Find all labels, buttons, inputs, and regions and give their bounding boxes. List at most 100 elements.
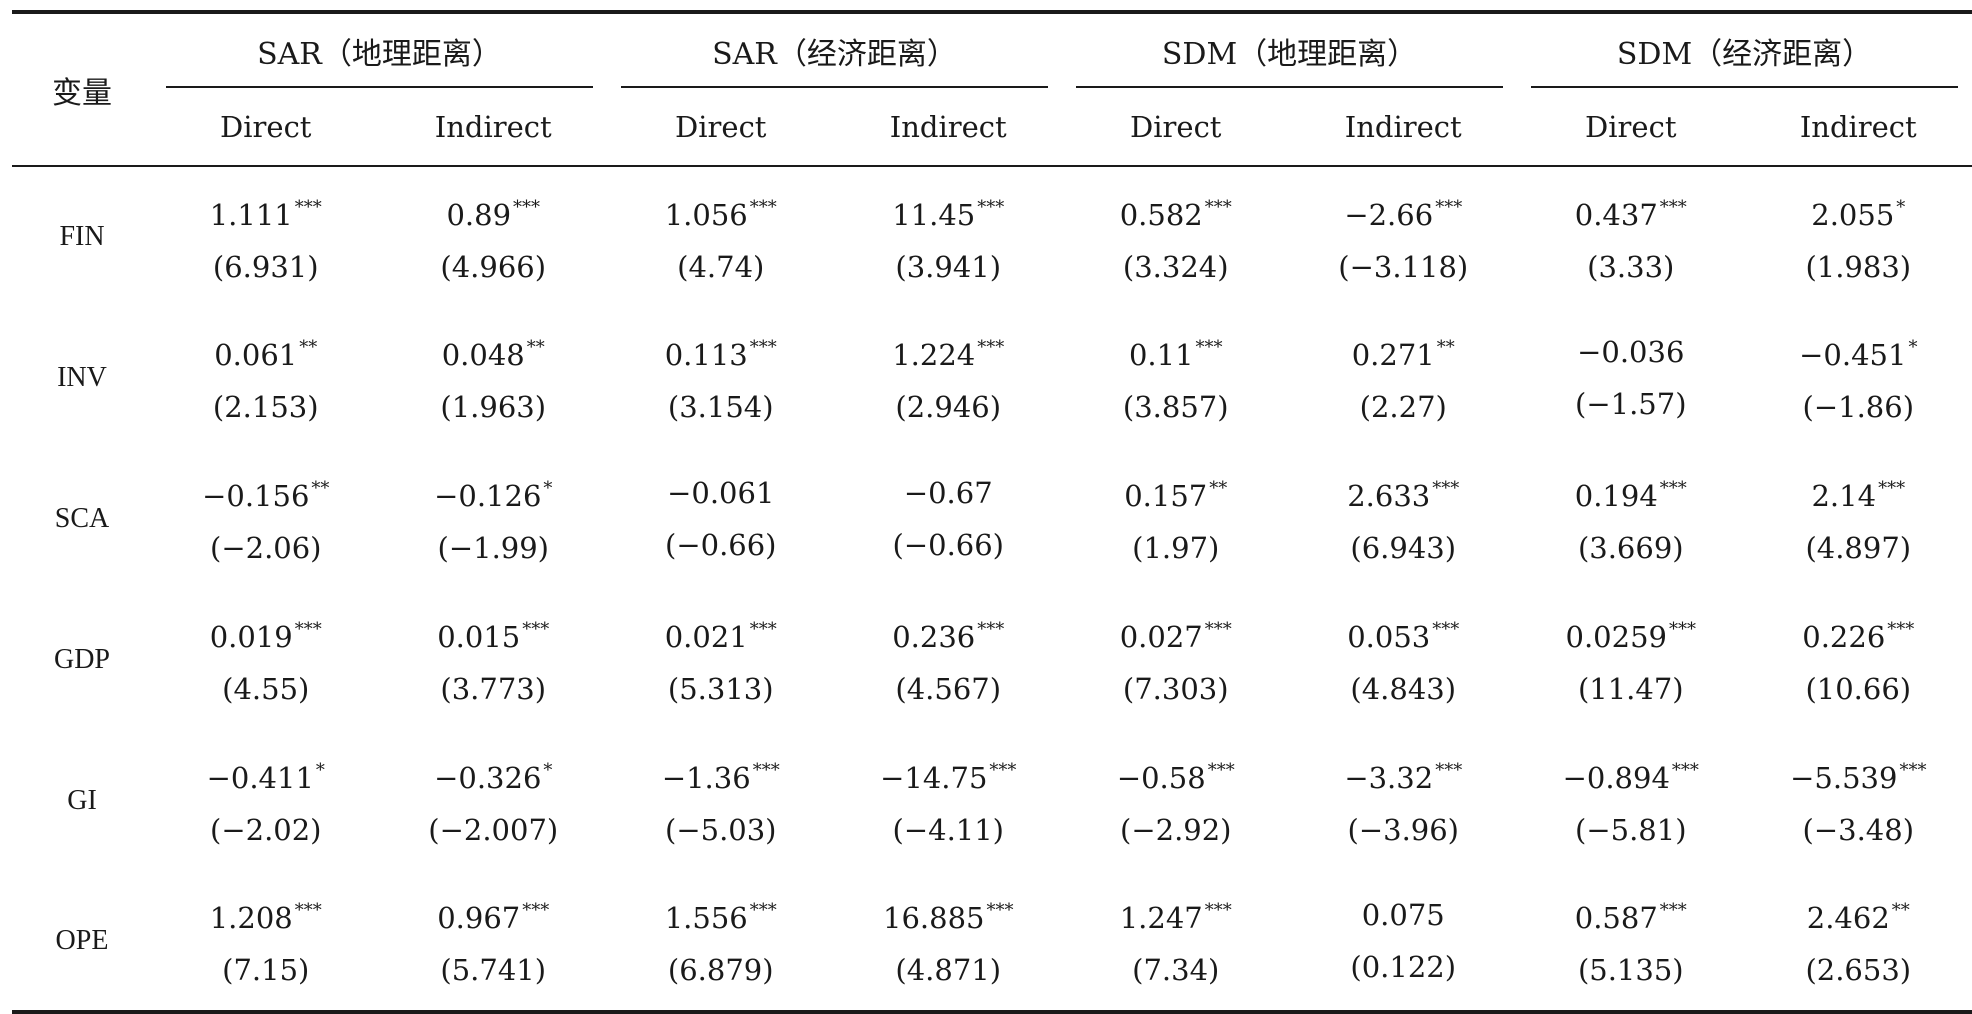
t-statistic: (−2.02): [210, 813, 322, 847]
significance-stars: ***: [1195, 337, 1223, 358]
significance-stars: ***: [752, 760, 780, 781]
coefficient: 0.587 ***: [1517, 885, 1745, 944]
significance-stars: ***: [1204, 619, 1232, 640]
coefficient-value: −0.156: [202, 479, 310, 513]
estimate-cell: 0.967 *** (5.741): [380, 871, 608, 1012]
significance-stars: ***: [977, 619, 1005, 640]
table-row: SCA −0.156 ** (−2.06) −0.126 * (−1.99) −0.061 (−…: [12, 448, 1972, 589]
t-statistic: (6.931): [212, 249, 319, 284]
significance-stars: ***: [522, 619, 550, 640]
t-statistic: (4.897): [1805, 531, 1912, 565]
variable-name: GDP: [53, 643, 110, 675]
significance-stars: *: [1908, 337, 1918, 358]
significance-stars: *: [1896, 196, 1906, 218]
significance-stars: ***: [294, 196, 322, 218]
coefficient-value: 0.053: [1347, 620, 1431, 654]
t-statistic: (4.74): [677, 249, 765, 284]
significance-stars: ***: [1432, 619, 1460, 640]
effect-header: Indirect: [889, 109, 1007, 144]
t-statistic: (3.324): [1122, 249, 1229, 284]
t-statistic: (5.135): [1577, 953, 1684, 987]
coefficient-value: −0.411: [206, 761, 314, 795]
t-statistic: (−1.57): [1575, 386, 1687, 421]
coefficient-value: 0.113: [664, 338, 748, 372]
estimate-cell: 0.021 *** (5.313): [607, 589, 835, 730]
coefficient: 0.019 ***: [152, 604, 380, 663]
significance-stars: **: [1436, 337, 1455, 358]
coefficient: −0.411 *: [152, 745, 380, 804]
estimate-cell: 1.224 *** (2.946): [835, 307, 1063, 448]
estimate-cell: −14.75 *** (−4.11): [835, 730, 1063, 871]
estimate-cell: 0.11 *** (3.857): [1062, 307, 1290, 448]
coefficient: 1.208 ***: [152, 885, 380, 944]
coefficient: −0.451 *: [1745, 322, 1972, 381]
coefficient: 0.048 **: [380, 322, 608, 381]
t-statistic: (0.122): [1350, 949, 1457, 984]
coefficient: −0.126 *: [380, 463, 608, 522]
coefficient-value: 16.885: [883, 901, 985, 935]
estimate-cell: 1.208 *** (7.15): [152, 871, 380, 1012]
estimate-cell: 0.89 *** (4.966): [380, 166, 608, 307]
estimate-cell: −3.32 *** (−3.96): [1290, 730, 1518, 871]
coefficient-value: −0.451: [1799, 338, 1907, 372]
table-body: FIN 1.111 *** (6.931) 0.89 *** (4.966) 1.056 ***…: [12, 166, 1972, 1012]
t-statistic: (3.669): [1577, 531, 1684, 565]
t-statistic: (−3.96): [1347, 813, 1460, 847]
group-header-label: SDM（地理距离）: [1161, 37, 1418, 72]
t-statistic: (−1.86): [1802, 390, 1915, 424]
table-row: GI −0.411 * (−2.02) −0.326 * (−2.007) −1.36 ***(…: [12, 730, 1972, 871]
coefficient: 0.11 ***: [1062, 322, 1290, 381]
coefficient-value: 0.021: [664, 620, 748, 654]
coefficient: −0.061: [607, 467, 835, 519]
t-statistic: (2.27): [1359, 390, 1447, 424]
coefficient: −0.894 ***: [1517, 745, 1745, 804]
significance-stars: ***: [1899, 760, 1927, 781]
significance-stars: **: [311, 478, 330, 499]
effect-header: Indirect: [1799, 109, 1917, 144]
t-statistic: (−2.06): [210, 531, 322, 565]
coefficient-value: −0.67: [903, 475, 993, 510]
coefficient-value: −2.66: [1344, 197, 1434, 232]
coefficient: 0.582 ***: [1062, 182, 1290, 241]
coefficient: 16.885 ***: [835, 885, 1063, 944]
estimate-cell: 2.055 * (1.983): [1745, 166, 1972, 307]
significance-stars: ***: [1669, 619, 1696, 640]
coefficient: 1.224 ***: [835, 322, 1063, 381]
coefficient-value: 0.587: [1574, 901, 1658, 935]
t-statistic: (−1.99): [437, 531, 550, 565]
estimate-cell: 0.053 *** (4.843): [1290, 589, 1518, 730]
coefficient: 0.053 ***: [1290, 604, 1518, 663]
coefficient: 0.194 ***: [1517, 463, 1745, 522]
t-statistic: (3.857): [1122, 390, 1229, 424]
coefficient: 0.075: [1290, 889, 1518, 941]
effect-header: Indirect: [1344, 109, 1462, 144]
group-underline: [1076, 86, 1504, 88]
table-row: OPE 1.208 *** (7.15) 0.967 *** (5.741) 1.556 ***…: [12, 871, 1972, 1012]
effect-header: Direct: [1585, 109, 1677, 144]
significance-stars: ***: [749, 900, 777, 921]
group-header-label: SAR（地理距离）: [257, 37, 502, 72]
variable-column-header: 变量: [12, 12, 152, 167]
coefficient-value: −0.326: [434, 761, 542, 795]
estimate-cell: 16.885 *** (4.871): [835, 871, 1063, 1012]
estimate-cell: −0.061 (−0.66): [607, 448, 835, 589]
coefficient-value: 0.015: [437, 620, 521, 654]
significance-stars: ***: [1878, 478, 1906, 499]
group-underline: [166, 86, 593, 88]
coefficient-value: 1.556: [664, 901, 748, 935]
significance-stars: ***: [1659, 900, 1687, 921]
coefficient: 1.056 ***: [607, 182, 835, 241]
estimate-cell: −5.539 *** (−3.48): [1745, 730, 1972, 871]
estimate-cell: −0.58 *** (−2.92): [1062, 730, 1290, 871]
variable-name: OPE: [55, 924, 109, 956]
variable-name: GI: [67, 784, 97, 816]
estimate-cell: 0.236 *** (4.567): [835, 589, 1063, 730]
t-statistic: (−4.11): [892, 813, 1005, 847]
t-statistic: (−0.66): [892, 527, 1005, 562]
significance-stars: ***: [513, 196, 541, 218]
estimate-cell: 0.582 *** (3.324): [1062, 166, 1290, 307]
coefficient: 0.021 ***: [607, 604, 835, 663]
estimate-cell: 1.556 *** (6.879): [607, 871, 835, 1012]
estimate-cell: −0.67 (−0.66): [835, 448, 1063, 589]
estimate-cell: 0.157 ** (1.97): [1062, 448, 1290, 589]
